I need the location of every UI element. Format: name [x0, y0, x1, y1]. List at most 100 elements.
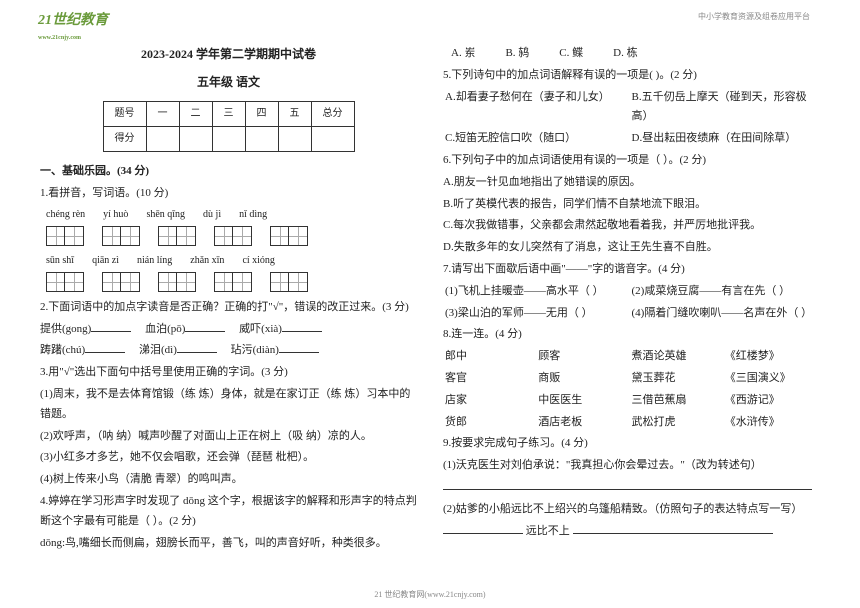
blank[interactable]: [282, 320, 322, 332]
score-header: 三: [212, 102, 245, 127]
q7: 7.请写出下面歇后语中画"——"字的谐音字。(4 分): [443, 260, 820, 280]
char-grid[interactable]: [158, 272, 196, 292]
q6c[interactable]: C.每次我做错事，父亲都会肃然起敬地看着我，并严厉地批评我。: [443, 216, 820, 236]
q9a: (1)沃克医生对刘伯承说："我真担心你会晕过去。"（改为转述句）: [443, 456, 820, 476]
match-row[interactable]: 郎中 顾客 煮酒论英雄 《红楼梦》: [443, 347, 820, 367]
score-cell[interactable]: [179, 127, 212, 152]
section-1-head: 一、基础乐园。(34 分): [40, 162, 417, 182]
match-cell: 煮酒论英雄: [632, 347, 725, 367]
char-grid[interactable]: [102, 226, 140, 246]
q5c[interactable]: C.短笛无腔信口吹（随口）: [445, 129, 632, 149]
match-cell: 武松打虎: [632, 413, 725, 433]
header-platform: 中小学教育资源及组卷应用平台: [698, 10, 810, 24]
pinyin: nǐ dìng: [239, 206, 267, 224]
q2-row: 提供(gong) 血泊(pō) 威吓(xià): [40, 320, 417, 340]
opt-b[interactable]: B. 鸫: [505, 44, 529, 64]
match-cell: 酒店老板: [538, 413, 631, 433]
score-cell[interactable]: [146, 127, 179, 152]
score-header: 五: [278, 102, 311, 127]
score-header: 四: [245, 102, 278, 127]
score-header: 一: [146, 102, 179, 127]
blank[interactable]: [177, 341, 217, 353]
q3b: (2)欢呼声，（呐 纳）喊声吵醒了对面山上正在树上（吸 纳）凉的人。: [40, 427, 417, 447]
q5: 5.下列诗句中的加点词语解释有误的一项是( )。(2 分): [443, 66, 820, 86]
match-cell: 顾客: [538, 347, 631, 367]
q7d: (4)隔着门缝吹喇叭——名声在外（ ）: [632, 304, 819, 324]
score-cell[interactable]: [245, 127, 278, 152]
q4-options: A. 岽 B. 鸫 C. 鲽 D. 栋: [451, 44, 820, 64]
score-cell[interactable]: [278, 127, 311, 152]
opt-d[interactable]: D. 栋: [613, 44, 637, 64]
q7c: (3)梁山泊的军师——无用（ ）: [445, 304, 632, 324]
pinyin: zhǎn xīn: [190, 252, 224, 270]
match-row[interactable]: 店家 中医医生 三借芭蕉扇 《西游记》: [443, 391, 820, 411]
q3a: (1)周末，我不是去体育馆锻（练 炼）身体，就是在家订正（练 炼）习本中的错题。: [40, 385, 417, 425]
q2: 2.下面词语中的加点字读音是否正确？正确的打"√"，错误的改正过来。(3 分): [40, 298, 417, 318]
match-row[interactable]: 客官 商贩 黛玉葬花 《三国演义》: [443, 369, 820, 389]
q2-item: 涕泪(dì): [139, 344, 177, 356]
q2-item: 踌躇(chú): [40, 344, 85, 356]
blank[interactable]: [279, 341, 319, 353]
char-grid[interactable]: [214, 226, 252, 246]
q5b[interactable]: B.五千仞岳上摩天（碰到天，形容极高）: [632, 88, 819, 128]
blank[interactable]: [85, 341, 125, 353]
q5-row: C.短笛无腔信口吹（随口） D.昼出耘田夜绩麻（在田间除草）: [443, 129, 820, 149]
pinyin: yí huò: [103, 206, 128, 224]
match-cell: 客官: [445, 369, 538, 389]
score-header: 总分: [311, 102, 354, 127]
match-cell: 《水浒传》: [725, 413, 818, 433]
q6: 6.下列句子中的加点词语使用有误的一项是（ ）。(2 分): [443, 151, 820, 171]
blank[interactable]: [443, 522, 523, 534]
q9b: (2)姑爹的小船远比不上绍兴的乌篷船精致。（仿照句子的表达特点写一写）: [443, 500, 820, 520]
match-cell: 《红楼梦》: [725, 347, 818, 367]
char-grid[interactable]: [102, 272, 140, 292]
char-grid[interactable]: [270, 226, 308, 246]
q6b[interactable]: B.听了英模代表的报告，同学们情不自禁地流下眼泪。: [443, 195, 820, 215]
char-grid[interactable]: [214, 272, 252, 292]
logo-sub: www.21cnjy.com: [38, 33, 108, 44]
blank[interactable]: [91, 320, 131, 332]
char-grid[interactable]: [46, 226, 84, 246]
q2-item: 玷污(diàn): [231, 344, 279, 356]
pinyin: dù jì: [203, 206, 221, 224]
blank[interactable]: [573, 522, 773, 534]
q6d[interactable]: D.失散多年的女儿突然有了消息，这让王先生喜不自胜。: [443, 238, 820, 258]
q9b-text: 远比不上: [526, 525, 570, 537]
pinyin: shēn qīng: [146, 206, 185, 224]
match-cell: 中医医生: [538, 391, 631, 411]
pinyin: nián líng: [137, 252, 172, 270]
score-cell[interactable]: [212, 127, 245, 152]
q7a: (1)飞机上挂暖壶——高水平（ ）: [445, 282, 632, 302]
pinyin: chéng rèn: [46, 206, 85, 224]
q2-row: 踌躇(chú) 涕泪(dì) 玷污(diàn): [40, 341, 417, 361]
match-row[interactable]: 货郎 酒店老板 武松打虎 《水浒传》: [443, 413, 820, 433]
match-cell: 《三国演义》: [725, 369, 818, 389]
q1: 1.看拼音，写词语。(10 分): [40, 184, 417, 204]
char-grid[interactable]: [46, 272, 84, 292]
match-cell: 《西游记》: [725, 391, 818, 411]
match-cell: 郎中: [445, 347, 538, 367]
char-grid[interactable]: [270, 272, 308, 292]
match-cell: 商贩: [538, 369, 631, 389]
q4-def: dōng:鸟,嘴细长而侧扁，翅膀长而平，善飞，叫的声音好听，种类很多。: [40, 534, 417, 554]
blank[interactable]: [443, 478, 812, 490]
q4: 4.婷婷在学习形声字时发现了 dōng 这个字，根据该字的解释和形声字的特点判断…: [40, 492, 417, 532]
pinyin: qiān zì: [92, 252, 119, 270]
q6a[interactable]: A.朋友一针见血地指出了她错误的原因。: [443, 173, 820, 193]
left-column: 2023-2024 学年第二学期期中试卷 五年级 语文 题号 一 二 三 四 五…: [40, 44, 417, 555]
score-cell[interactable]: [311, 127, 354, 152]
opt-c[interactable]: C. 鲽: [559, 44, 583, 64]
exam-title: 2023-2024 学年第二学期期中试卷: [40, 44, 417, 66]
q9: 9.按要求完成句子练习。(4 分): [443, 434, 820, 454]
pinyin: sūn shī: [46, 252, 74, 270]
blank[interactable]: [185, 320, 225, 332]
q5d[interactable]: D.昼出耘田夜绩麻（在田间除草）: [632, 129, 819, 149]
q3: 3.用"√"选出下面句中括号里使用正确的字词。(3 分): [40, 363, 417, 383]
q5-row: A.却看妻子愁何在（妻子和儿女） B.五千仞岳上摩天（碰到天，形容极高）: [443, 88, 820, 128]
char-grid[interactable]: [158, 226, 196, 246]
footer: 21 世纪教育网(www.21cnjy.com): [0, 588, 860, 602]
q5a[interactable]: A.却看妻子愁何在（妻子和儿女）: [445, 88, 632, 128]
score-header: 二: [179, 102, 212, 127]
opt-a[interactable]: A. 岽: [451, 44, 475, 64]
exam-subtitle: 五年级 语文: [40, 72, 417, 94]
